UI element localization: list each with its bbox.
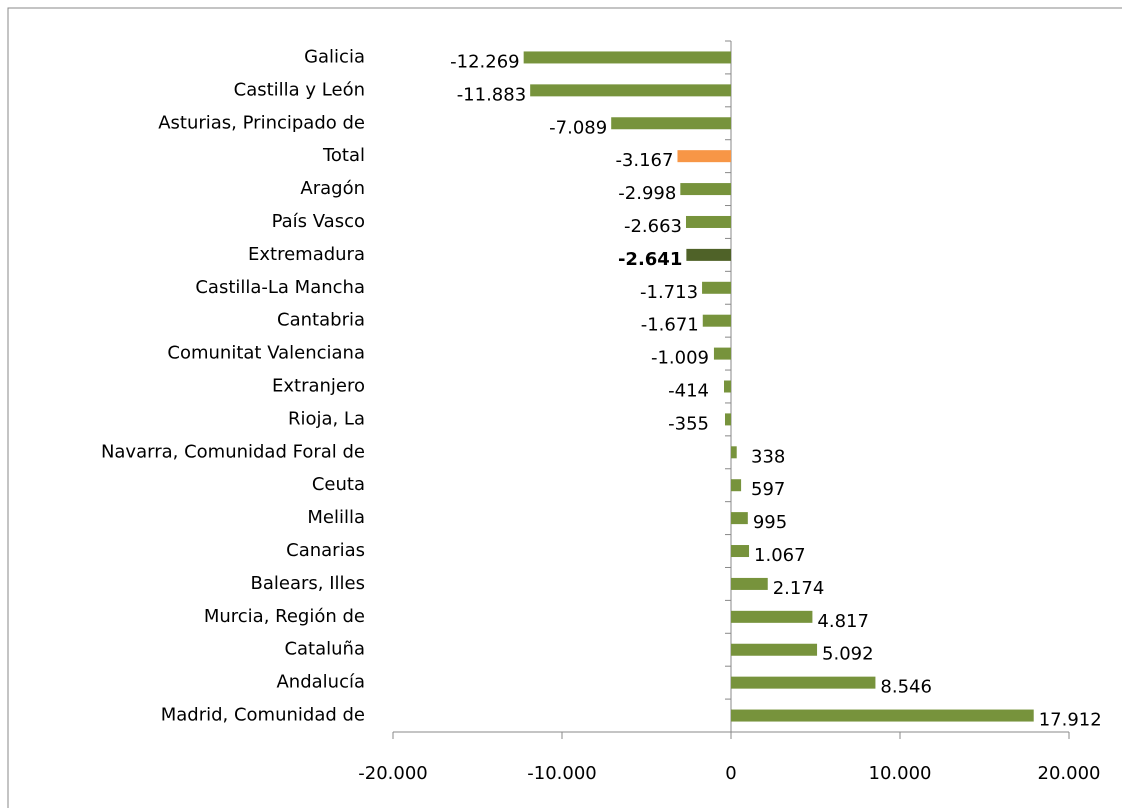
value-label: 17.912 [1039,710,1102,731]
value-label: -1.009 [651,348,709,369]
value-label: 2.174 [773,578,825,599]
category-label: País Vasco [272,211,365,232]
category-label: Extranjero [272,376,365,397]
value-label: -11.883 [457,84,526,105]
bar [731,610,813,623]
value-label: -2.641 [618,249,682,270]
category-label: Total [322,145,365,166]
x-tick-label: 20.000 [1038,763,1101,784]
category-label: Ceuta [312,474,365,495]
bar [731,643,818,656]
bar [685,215,731,228]
bar [530,84,731,97]
value-label: -2.663 [624,216,682,237]
value-label: -355 [668,413,709,434]
bar [702,281,731,294]
value-label: -3.167 [615,150,673,171]
bar [677,150,731,163]
value-label: 338 [751,446,785,467]
bar [731,446,737,459]
value-label: 5.092 [822,644,874,665]
category-label: Balears, Illes [251,573,365,594]
value-label: 597 [751,479,785,500]
category-label: Rioja, La [288,408,365,429]
category-label: Murcia, Región de [204,606,365,627]
bar [611,117,731,130]
x-tick-label: -20.000 [358,763,427,784]
bar [686,248,731,261]
category-label: Cataluña [284,639,365,660]
value-label: 4.817 [817,611,869,632]
value-label: 995 [753,512,787,533]
category-label: Galicia [304,46,365,67]
category-label: Madrid, Comunidad de [161,705,365,726]
x-tick-label: 0 [725,763,736,784]
category-label: Melilla [307,507,365,528]
category-label: Aragón [300,178,365,199]
value-label: -2.998 [618,183,676,204]
bar [731,545,750,558]
value-label: -12.269 [450,51,519,72]
x-tick-label: 10.000 [869,763,932,784]
bar [731,709,1034,722]
x-tick-label: -10.000 [527,763,596,784]
bar [713,347,731,360]
value-label: 1.067 [754,545,806,566]
value-label: -1.671 [641,315,699,336]
bar [523,51,731,64]
category-label: Andalucía [276,672,365,693]
bar [731,479,742,492]
bar [731,512,748,525]
category-label: Comunitat Valenciana [167,343,365,364]
value-label: 8.546 [880,677,932,698]
bar [724,380,731,393]
bar [731,577,768,590]
category-label: Navarra, Comunidad Foral de [101,441,365,462]
value-label: -1.713 [640,282,698,303]
category-label: Castilla y León [234,79,365,100]
category-label: Cantabria [277,310,365,331]
value-label: -414 [668,381,709,402]
bar [725,413,731,426]
category-label: Asturias, Principado de [158,112,365,133]
category-label: Castilla-La Mancha [195,277,365,298]
value-label: -7.089 [549,117,607,138]
bar [731,676,876,689]
bar [680,183,731,196]
category-label: Extremadura [248,244,365,265]
category-label: Canarias [286,540,365,561]
bar [702,314,731,327]
chart-frame [7,7,1122,808]
